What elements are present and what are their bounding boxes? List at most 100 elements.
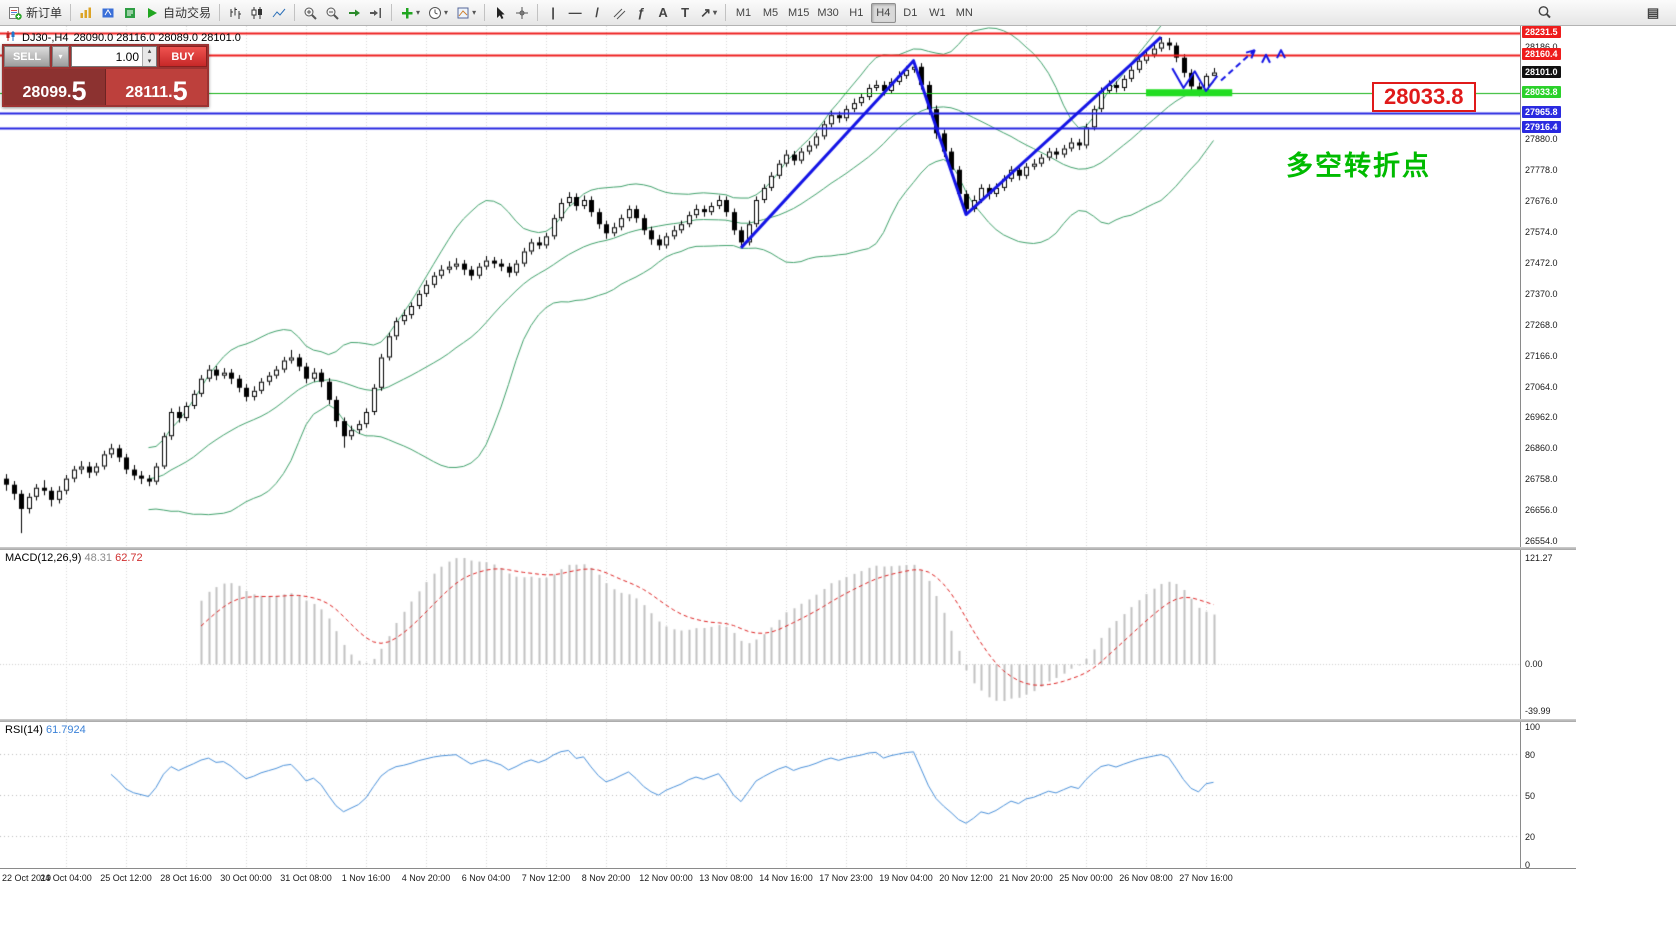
templates-button[interactable]: ▾ (453, 3, 479, 23)
horizontal-line-button[interactable]: — (565, 3, 585, 23)
sell-price-main: 28099. (22, 84, 72, 101)
macd-axis-label: 121.27 (1525, 553, 1553, 563)
price-axis-label: 27064.0 (1525, 381, 1558, 392)
vertical-line-icon: | (551, 5, 555, 20)
cursor-button[interactable] (490, 3, 510, 23)
time-axis[interactable]: 22 Oct 2019 24 Oct 04:00 25 Oct 12:00 28 Oc… (0, 868, 1576, 887)
timeframe-h4-button[interactable]: H4 (870, 2, 896, 23)
arrows-button[interactable]: ↗ ▾ (697, 3, 720, 23)
arrows-icon: ↗ (700, 4, 711, 20)
autotrading-button[interactable]: 自动交易 (142, 3, 214, 23)
time-axis-label: 4 Nov 20:00 (401, 873, 451, 883)
price-axis-label: 27166.0 (1525, 350, 1558, 361)
time-axis-label: 25 Nov 00:00 (1059, 873, 1113, 883)
price-level-label: 28231.5 (1522, 26, 1561, 38)
zoom-out-button[interactable] (322, 3, 342, 23)
clock-icon (428, 6, 442, 20)
navigator-button[interactable] (98, 3, 118, 23)
time-axis-label: 20 Nov 12:00 (939, 873, 993, 883)
candlestick-chart-button[interactable] (247, 3, 267, 23)
trendline-button[interactable]: / (587, 3, 607, 23)
time-axis-label: 25 Oct 12:00 (100, 873, 152, 883)
toolbar: 新订单 自动交易 ▾ ▾ ▾ | — / ƒ A T ↗ ▾ M1 M5 M15 M30 H1 H4 D1 W1 MN ▤ (0, 0, 1676, 26)
chart-ohlc-readout: DJ30-,H4 28090.0 28116.0 28089.0 28101.0 (5, 30, 241, 45)
new-order-button[interactable]: 新订单 (5, 3, 65, 23)
price-axis-label: 27370.0 (1525, 288, 1558, 299)
search-icon (1537, 5, 1552, 20)
timeframe-w1-button[interactable]: W1 (929, 6, 946, 19)
dropdown-arrow-icon: ▾ (472, 8, 477, 17)
zoom-in-button[interactable] (300, 3, 320, 23)
market-watch-button[interactable] (76, 3, 96, 23)
panel-divider[interactable] (0, 547, 1576, 550)
buy-button[interactable]: BUY (159, 46, 207, 67)
periods-button[interactable]: ▾ (425, 3, 451, 23)
price-axis-label: 26860.0 (1525, 443, 1558, 454)
timeframe-d1-button[interactable]: D1 (903, 6, 918, 19)
price-axis-label: 26554.0 (1525, 536, 1558, 547)
time-axis-label: 14 Nov 16:00 (759, 873, 813, 883)
time-axis-label: 28 Oct 16:00 (160, 873, 212, 883)
rsi-axis-label: 100 (1525, 722, 1541, 732)
auto-scroll-icon (347, 6, 361, 20)
bar-chart-button[interactable] (225, 3, 245, 23)
search-button[interactable] (1534, 3, 1555, 23)
fibonacci-icon: ƒ (637, 5, 645, 20)
macd-axis-label: 0.00 (1525, 659, 1543, 670)
market-watch-icon (79, 6, 93, 20)
dropdown-arrow-icon: ▾ (712, 8, 717, 17)
price-level-label: 27965.8 (1522, 106, 1561, 119)
rsi-canvas[interactable] (0, 722, 1520, 868)
volume-up-button[interactable]: ▴ (143, 47, 156, 57)
price-axis-label: 27574.0 (1525, 227, 1558, 238)
timeframe-m30-button[interactable]: M30 (817, 6, 839, 19)
macd-canvas[interactable] (0, 550, 1520, 719)
volume-box: ▴ ▾ (71, 46, 157, 67)
vertical-line-button[interactable]: | (543, 3, 563, 23)
price-axis-label: 27268.0 (1525, 319, 1558, 330)
panels-button[interactable]: ▤ (1643, 3, 1663, 23)
rsi-indicator-label: RSI(14) 61.7924 (5, 724, 86, 736)
volume-down-button[interactable]: ▾ (143, 56, 156, 66)
terminal-button[interactable] (120, 3, 140, 23)
rsi-axis-label: 80 (1525, 749, 1536, 760)
volume-input[interactable] (72, 47, 142, 66)
channel-button[interactable] (609, 3, 629, 23)
main-chart-canvas[interactable] (0, 26, 1520, 547)
price-axis-label: 27880.0 (1525, 134, 1558, 145)
price-axis-label: 27472.0 (1525, 258, 1558, 268)
line-chart-button[interactable] (269, 3, 289, 23)
timeframe-mn-button[interactable]: MN (955, 6, 973, 19)
toolbar-separator (484, 4, 486, 21)
toolbar-separator (219, 4, 221, 21)
buy-price[interactable]: 28111. 5 (106, 69, 207, 105)
macd-title: MACD(12,26,9) (5, 552, 82, 564)
panel-divider[interactable] (0, 719, 1576, 722)
timeframe-m5-button[interactable]: M5 (762, 6, 779, 19)
price-axis[interactable]: 28186.0 27880.0 27778.0 27676.0 27574.0 27472… (1520, 26, 1579, 884)
indicators-button[interactable]: ▾ (397, 3, 423, 23)
time-axis-label: 8 Nov 20:00 (581, 873, 631, 883)
timeframe-h1-button[interactable]: H1 (849, 6, 864, 19)
order-ticket-icon (8, 6, 22, 20)
timeframe-m15-button[interactable]: M15 (788, 6, 810, 19)
trend-annotation-text[interactable]: 多空转折点 (1286, 151, 1431, 181)
text-button[interactable]: A (653, 3, 673, 23)
crosshair-button[interactable] (512, 3, 532, 23)
timeframe-m1-button[interactable]: M1 (735, 6, 752, 19)
text-label-button[interactable]: T (675, 3, 695, 23)
trade-panel-controls: SELL ▾ ▴ ▾ BUY (4, 46, 207, 67)
chart-shift-button[interactable] (366, 3, 386, 23)
fibonacci-button[interactable]: ƒ (631, 3, 651, 23)
price-callout-label[interactable]: 28033.8 (1372, 82, 1476, 112)
sell-button[interactable]: SELL (4, 46, 50, 67)
symbol-period-label: DJ30-,H4 (22, 31, 69, 44)
crosshair-icon (515, 6, 529, 20)
price-level-label: 28160.4 (1522, 47, 1561, 60)
sell-price[interactable]: 28099. 5 (4, 69, 106, 105)
time-axis-label: 21 Nov 20:00 (999, 873, 1053, 883)
sell-dropdown-button[interactable]: ▾ (52, 46, 69, 67)
volume-spinner: ▴ ▾ (142, 47, 156, 66)
candlestick-chart-icon (5, 30, 17, 45)
auto-scroll-button[interactable] (344, 3, 364, 23)
